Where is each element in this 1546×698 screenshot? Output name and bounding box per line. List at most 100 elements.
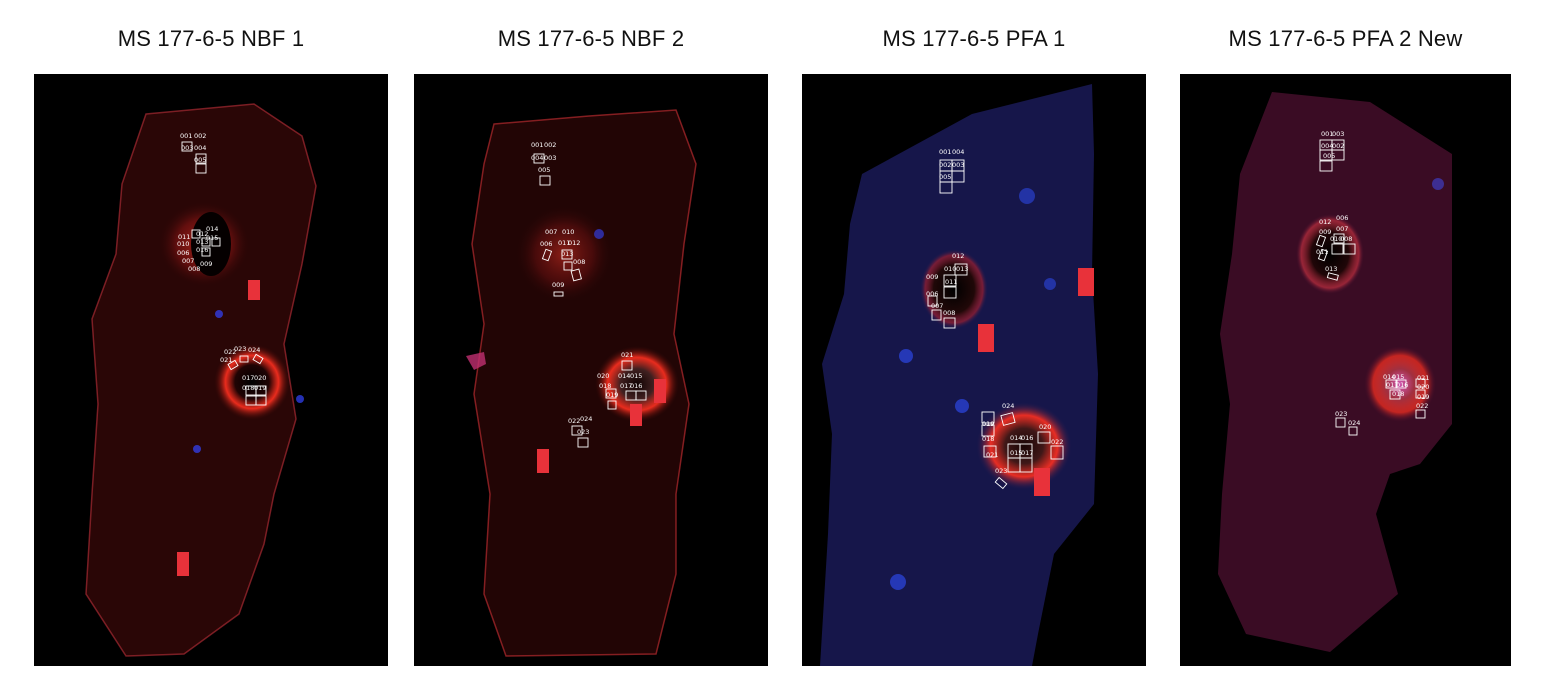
panel-title: MS 177-6-5 PFA 2 New	[1228, 26, 1463, 51]
roi-label: 020	[1417, 383, 1429, 391]
roi-box	[981, 424, 995, 437]
roi-label: 006	[926, 290, 938, 298]
roi-label: 006	[540, 240, 552, 248]
roi-box	[1415, 389, 1426, 399]
roi-box	[943, 317, 956, 329]
roi-label: 011	[178, 233, 190, 241]
roi-box	[954, 263, 968, 276]
roi-box	[533, 153, 545, 164]
roi-label: 015	[206, 234, 218, 242]
roi-label: 011	[1316, 248, 1328, 256]
roi-box	[570, 268, 582, 282]
roi-box	[577, 437, 589, 448]
tissue-svg: 001 002 003 004 005 011 012 014 010 013 …	[85, 103, 317, 657]
roi-box	[1348, 426, 1358, 436]
roi-box	[1317, 248, 1329, 262]
roi-box	[635, 390, 647, 401]
red-marker	[978, 324, 994, 352]
roi-box	[994, 476, 1008, 490]
roi-box	[1335, 417, 1346, 428]
roi-label: 023	[234, 345, 246, 353]
roi-box	[1395, 379, 1407, 389]
roi-box	[1331, 149, 1345, 161]
roi-box	[1389, 389, 1401, 400]
roi-label: 021	[1417, 374, 1429, 382]
roi-label: 004	[531, 154, 543, 162]
roi-label: 010	[177, 240, 189, 248]
roi-label: 024	[248, 346, 260, 354]
roi-label: 002	[939, 161, 951, 169]
roi-label: 018	[599, 382, 611, 390]
roi-label: 023	[1335, 410, 1347, 418]
roi-label: 022	[1051, 438, 1063, 446]
panel-title: MS 177-6-5 NBF 1	[117, 26, 305, 51]
roi-box	[201, 237, 211, 247]
roi-box	[1050, 445, 1064, 460]
roi-box	[181, 141, 193, 152]
roi-box	[255, 385, 267, 396]
roi-label: 008	[1340, 235, 1352, 243]
roi-box	[983, 445, 997, 458]
panel-title: MS 177-6-5 NBF 2	[497, 26, 685, 51]
tissue-svg: 001 004 002 003 005 012 010 013 011 009 …	[820, 84, 1098, 666]
roi-label: 010	[1330, 235, 1342, 243]
roi-box	[1019, 457, 1033, 473]
roi-label: 017	[1386, 381, 1398, 389]
roi-label: 001	[180, 132, 192, 140]
roi-box	[1037, 431, 1051, 444]
roi-label: 016	[1021, 434, 1033, 442]
roi-box	[227, 359, 239, 371]
roi-box	[541, 248, 553, 262]
roi-box	[539, 175, 551, 186]
tissue-svg: 001 002 004 003 005 007 010 006 011 012 …	[466, 109, 697, 657]
roi-label: 019	[1417, 393, 1429, 401]
roi-label: 021	[220, 356, 232, 364]
roi-label: 008	[188, 265, 200, 273]
roi-label: 003	[181, 144, 193, 152]
roi-label: 001	[531, 141, 543, 149]
roi-label: 001	[939, 148, 951, 156]
roi-box	[211, 237, 221, 247]
roi-label: 010	[944, 265, 956, 273]
roi-label: 019	[606, 391, 618, 399]
roi-label: 024	[1348, 419, 1360, 427]
roi-label: 009	[552, 281, 564, 289]
roi-label: 003	[952, 161, 964, 169]
roi-box	[571, 425, 583, 436]
roi-label: 005	[1323, 152, 1335, 160]
roi-label: 012	[196, 230, 208, 238]
roi-label: 013	[1325, 265, 1337, 273]
roi-box	[605, 388, 617, 399]
roi-label: 017	[620, 382, 632, 390]
roi-box	[951, 170, 965, 183]
roi-label: 022	[568, 417, 580, 425]
red-marker	[630, 404, 642, 426]
roi-label: 008	[943, 309, 955, 317]
roi-label: 021	[621, 351, 633, 359]
roi-label: 004	[194, 144, 206, 152]
roi-box	[1415, 409, 1426, 419]
roi-label: 006	[177, 249, 189, 257]
roi-label: 008	[573, 258, 585, 266]
roi-label: 005	[538, 166, 550, 174]
roi-label: 015	[630, 372, 642, 380]
roi-label: 022	[224, 348, 236, 356]
roi-label: 011	[558, 239, 570, 247]
roi-label: 018	[982, 435, 994, 443]
roi-label: 020	[597, 372, 609, 380]
roi-label: 015	[1392, 373, 1404, 381]
roi-label: 009	[200, 260, 212, 268]
roi-label: 015	[1010, 449, 1022, 457]
roi-label: 022	[1416, 402, 1428, 410]
roi-label: 012	[1319, 218, 1331, 226]
roi-label: 010	[562, 228, 574, 236]
red-marker	[1034, 468, 1050, 496]
roi-label: 009	[926, 273, 938, 281]
tissue-svg: 001 003 004 002 005 006 012 007 010 008 …	[1218, 92, 1452, 652]
roi-label: 019	[982, 420, 994, 428]
roi-label: 023	[577, 428, 589, 436]
red-marker	[654, 379, 666, 403]
roi-label: 017	[242, 374, 254, 382]
tissue-section	[820, 84, 1098, 666]
roi-label: 005	[939, 173, 951, 181]
